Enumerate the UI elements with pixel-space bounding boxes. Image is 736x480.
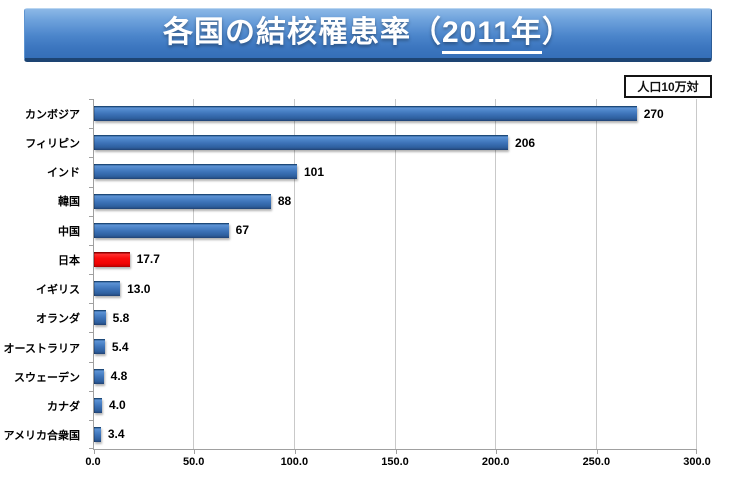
bar-value-label: 270	[643, 106, 664, 121]
page-title: 各国の結核罹患率（2011年）	[162, 15, 574, 54]
bar-row: 101	[94, 157, 697, 186]
x-tick-label: 50.0	[182, 456, 205, 468]
bar-row: 88	[94, 187, 697, 216]
y-axis-tick	[89, 99, 94, 100]
bar	[94, 281, 121, 297]
y-axis-tick	[89, 448, 94, 449]
bar-value-label: 5.4	[111, 339, 129, 354]
plot-area: 270 206 101 88 67 17.7 13.0 5.8 5.4 4.8 4.0 3.4	[89, 99, 697, 454]
bar	[94, 251, 130, 267]
bar-rows: 270 206 101 88 67 17.7 13.0 5.8 5.4 4.8 4.0 3.4	[94, 99, 697, 449]
x-tick-label: 300.0	[683, 456, 711, 468]
category-label: 韓国	[58, 196, 80, 209]
y-axis-tick	[89, 274, 94, 275]
category-axis-labels: カンボジアフィリピンインド韓国中国日本イギリスオランダオーストラリアスウェーデン…	[0, 99, 87, 450]
x-tick-label: 0.0	[85, 456, 101, 468]
bar-value-label: 206	[515, 135, 536, 150]
y-axis-tick	[89, 215, 94, 217]
bar	[94, 310, 106, 326]
bar-row: 5.4	[94, 332, 697, 361]
x-tick-label: 150.0	[381, 456, 409, 468]
bar-value-label: 67	[235, 223, 250, 238]
bar-row: 270	[94, 99, 697, 128]
bar-row: 5.8	[94, 303, 697, 332]
category-label: カンボジア	[25, 108, 80, 121]
unit-label-box: 人口10万対	[624, 75, 712, 98]
y-axis-tick	[89, 390, 94, 392]
x-axis-labels: 0.0 50.0 100.0 150.0 200.0 250.0 300.0	[85, 456, 710, 470]
bar	[94, 193, 271, 209]
y-axis-tick	[89, 303, 94, 305]
category-label: 日本	[58, 254, 80, 267]
y-axis-tick	[89, 419, 94, 421]
x-axis-tick	[94, 449, 95, 454]
bar-value-label: 17.7	[136, 252, 160, 267]
y-axis-tick	[89, 244, 94, 246]
bar	[94, 368, 104, 384]
bar-row: 3.4	[94, 420, 697, 449]
bar-value-label: 4.0	[109, 398, 126, 413]
gridline	[193, 99, 195, 449]
bar-row: 67	[94, 216, 697, 245]
bar	[94, 339, 105, 355]
bar	[94, 397, 103, 413]
x-axis-tick	[395, 449, 397, 454]
y-axis-tick	[89, 128, 94, 130]
gridline	[293, 99, 295, 449]
bar-row: 17.7	[94, 245, 697, 274]
y-axis-tick	[89, 361, 94, 363]
gridline	[394, 99, 396, 449]
bar	[94, 135, 509, 151]
bar	[94, 164, 297, 180]
bar-row: 4.0	[94, 391, 697, 420]
x-axis-tick	[696, 449, 697, 454]
bar-row: 4.8	[94, 362, 697, 391]
category-label: 中国	[58, 225, 80, 238]
category-label: カナダ	[47, 401, 80, 414]
bar-value-label: 5.8	[112, 310, 130, 325]
category-label: オランダ	[36, 313, 80, 326]
x-axis-tick	[194, 449, 196, 454]
category-label: イギリス	[36, 284, 80, 297]
x-axis-tick	[596, 449, 598, 454]
x-axis-tick	[294, 449, 296, 454]
y-axis-tick	[89, 157, 94, 159]
category-label: インド	[47, 167, 80, 180]
x-tick-label: 200.0	[481, 456, 510, 468]
title-prefix: 各国の結核罹患率（	[162, 15, 442, 49]
category-label: アメリカ合衆国	[3, 430, 80, 443]
bar	[94, 426, 101, 442]
bar-value-label: 13.0	[127, 281, 151, 296]
gridline	[696, 99, 697, 449]
bar-value-label: 3.4	[107, 427, 125, 442]
bar-row: 206	[94, 128, 697, 157]
category-label: スウェーデン	[14, 371, 80, 384]
y-axis-tick	[89, 186, 94, 188]
title-year-underlined: 2011年	[441, 15, 543, 54]
title-banner: 各国の結核罹患率（2011年）	[24, 8, 712, 62]
gridline	[595, 99, 597, 449]
category-label: フィリピン	[25, 137, 80, 150]
bar-row: 13.0	[94, 274, 697, 303]
x-tick-label: 100.0	[280, 456, 309, 468]
x-tick-label: 250.0	[582, 456, 611, 468]
y-axis-tick	[89, 332, 94, 334]
bar-value-label: 88	[277, 194, 292, 209]
bar-value-label: 4.8	[110, 369, 128, 384]
x-axis-tick	[495, 449, 497, 454]
bar	[94, 106, 637, 122]
bar-value-label: 101	[304, 164, 325, 179]
category-label: オーストラリア	[3, 342, 80, 355]
gridline	[494, 99, 496, 449]
bar	[94, 222, 229, 238]
title-suffix: ）	[542, 15, 574, 49]
